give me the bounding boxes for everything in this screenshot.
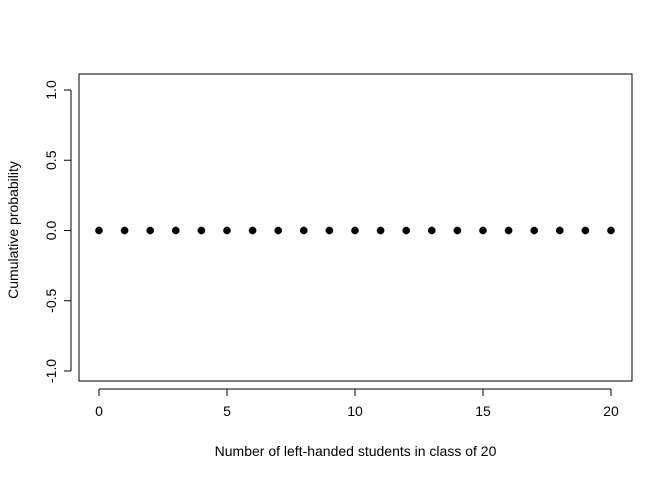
x-axis: 0 5 10 15 20 bbox=[95, 388, 619, 419]
data-point bbox=[197, 226, 206, 235]
y-tick-label: 0.0 bbox=[43, 221, 59, 241]
data-point bbox=[146, 226, 155, 235]
plot-box bbox=[78, 73, 633, 382]
x-axis-label: Number of left-handed students in class … bbox=[215, 443, 497, 459]
x-tick-label: 15 bbox=[475, 403, 491, 419]
data-point bbox=[504, 226, 513, 235]
x-tick-label: 5 bbox=[223, 403, 231, 419]
data-point bbox=[376, 226, 385, 235]
x-tick-label: 20 bbox=[603, 403, 619, 419]
y-tick-label: -0.5 bbox=[43, 288, 59, 312]
data-point bbox=[427, 226, 436, 235]
data-point bbox=[299, 226, 308, 235]
data-point bbox=[248, 226, 257, 235]
data-point bbox=[530, 226, 539, 235]
x-tick-label: 10 bbox=[347, 403, 363, 419]
data-point bbox=[479, 226, 487, 235]
data-point bbox=[325, 226, 334, 235]
data-point bbox=[120, 226, 129, 235]
data-point bbox=[274, 226, 283, 235]
y-tick-label: 0.5 bbox=[43, 150, 59, 170]
y-tick-label: -1.0 bbox=[43, 359, 59, 383]
data-point bbox=[95, 226, 103, 235]
x-tick-label: 0 bbox=[95, 403, 103, 419]
data-point bbox=[581, 226, 590, 235]
data-point bbox=[351, 226, 359, 235]
data-point bbox=[607, 226, 615, 235]
y-tick-label: 1.0 bbox=[43, 80, 59, 100]
y-axis-label: Cumulative probability bbox=[5, 161, 21, 299]
data-point bbox=[402, 226, 411, 235]
data-point bbox=[453, 226, 462, 235]
data-point bbox=[171, 226, 180, 235]
data-point bbox=[223, 226, 231, 235]
y-axis: -1.0 -0.5 0.0 0.5 1.0 bbox=[43, 80, 72, 383]
data-point bbox=[555, 226, 564, 235]
data-points bbox=[95, 226, 615, 235]
